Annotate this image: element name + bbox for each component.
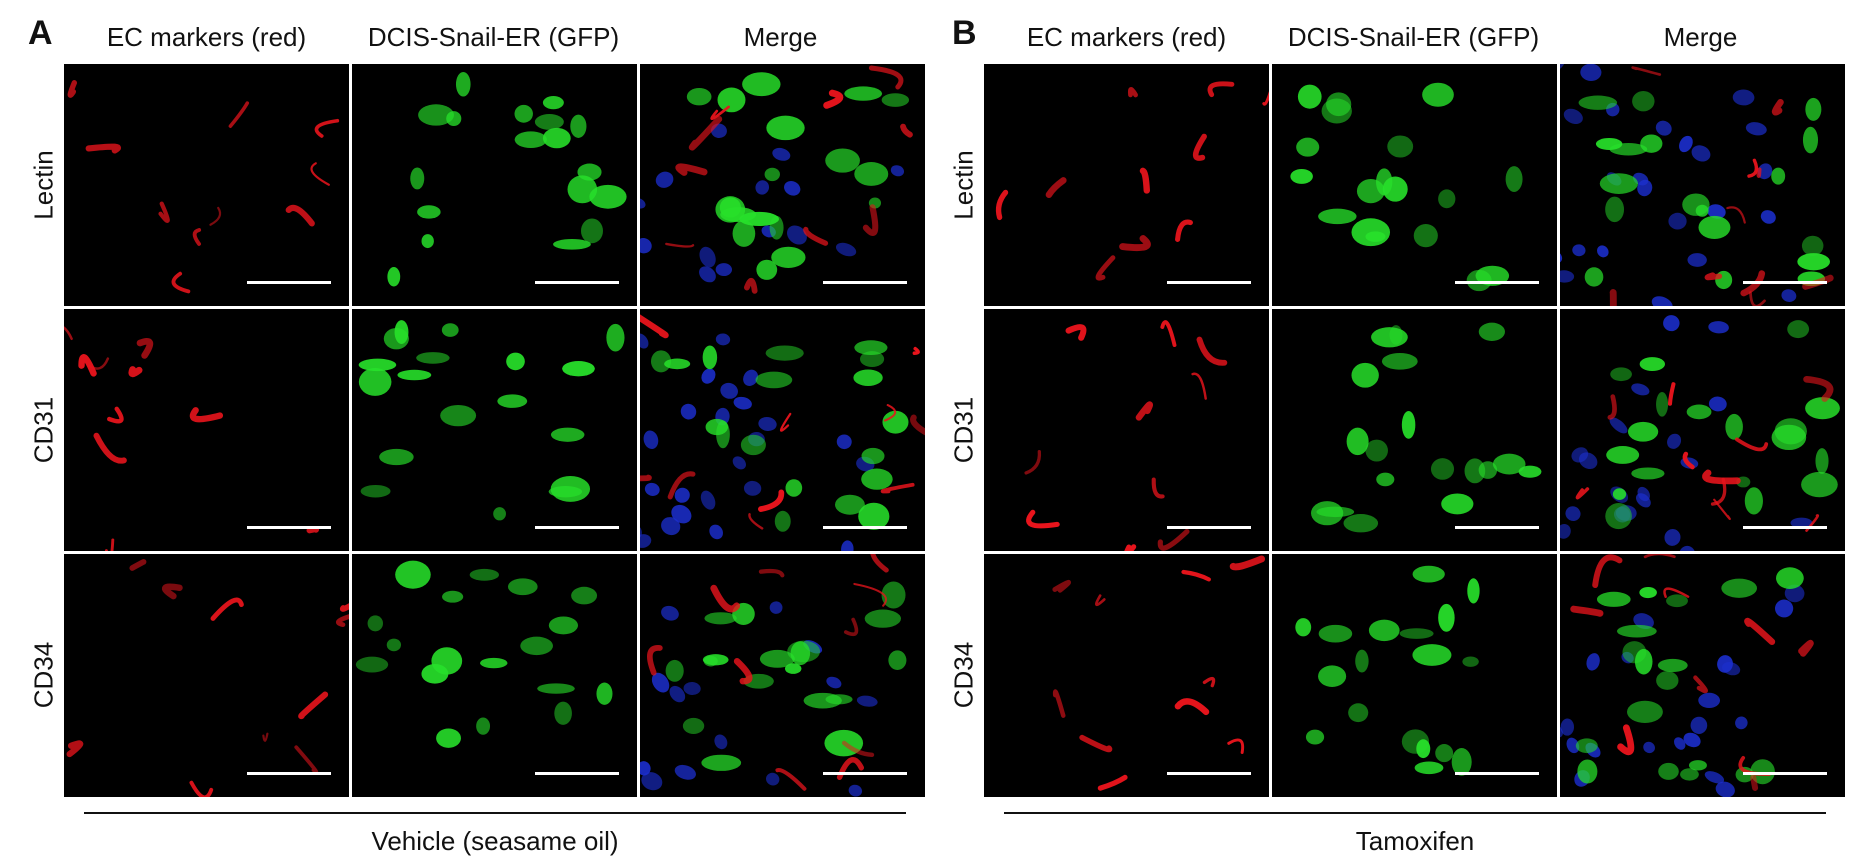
image-a-cd31-merge: [640, 309, 925, 551]
scale-bar: [1167, 281, 1251, 284]
micrograph: [984, 309, 1269, 551]
image-a-cd31-red: [64, 309, 349, 551]
row-label-cd34: CD34: [948, 641, 979, 709]
panel-letter-a: A: [28, 14, 53, 52]
micrograph: [352, 309, 637, 551]
scale-bar: [535, 772, 619, 775]
column-header-ec-markers: EC markers (red): [106, 22, 307, 52]
row-label-lectin: Lectin: [948, 150, 979, 220]
group-rule-b: [1004, 812, 1826, 814]
scale-bar: [247, 772, 331, 775]
image-b-lectin-merge: [1560, 64, 1845, 306]
column-header-gfp: DCIS-Snail-ER (GFP): [1287, 22, 1540, 52]
scale-bar: [1743, 526, 1827, 529]
image-a-lectin-red: [64, 64, 349, 306]
condition-label-a: Vehicle (seasame oil): [371, 826, 619, 856]
micrograph: [1560, 309, 1845, 551]
image-a-cd34-red: [64, 554, 349, 797]
image-a-cd31-gfp: [352, 309, 637, 551]
column-header-gfp: DCIS-Snail-ER (GFP): [367, 22, 620, 52]
image-a-cd34-gfp: [352, 554, 637, 797]
panel-letter-b: B: [952, 14, 977, 52]
image-a-lectin-merge: [640, 64, 925, 306]
column-header-merge: Merge: [743, 22, 818, 52]
image-a-cd34-merge: [640, 554, 925, 797]
image-b-cd34-gfp: [1272, 554, 1557, 797]
micrograph: [352, 64, 637, 306]
row-label-cd34: CD34: [28, 641, 59, 709]
micrograph: [640, 64, 925, 306]
row-label-cd31: CD31: [948, 396, 979, 464]
scale-bar: [247, 526, 331, 529]
scale-bar: [1455, 281, 1539, 284]
column-header-merge: Merge: [1663, 22, 1738, 52]
micrograph: [1560, 64, 1845, 306]
micrograph: [1272, 64, 1557, 306]
scale-bar: [1167, 772, 1251, 775]
scale-bar: [247, 281, 331, 284]
scale-bar: [823, 281, 907, 284]
image-grid-a: [64, 64, 925, 797]
column-header-ec-markers: EC markers (red): [1026, 22, 1227, 52]
micrograph: [64, 64, 349, 306]
image-b-cd31-red: [984, 309, 1269, 551]
scale-bar: [1455, 526, 1539, 529]
image-b-cd34-red: [984, 554, 1269, 797]
scale-bar: [1167, 526, 1251, 529]
image-b-cd31-merge: [1560, 309, 1845, 551]
row-label-cd31: CD31: [28, 396, 59, 464]
image-b-lectin-red: [984, 64, 1269, 306]
condition-label-b: Tamoxifen: [1355, 826, 1475, 856]
row-label-lectin: Lectin: [28, 150, 59, 220]
scale-bar: [1743, 772, 1827, 775]
micrograph: [1272, 309, 1557, 551]
image-b-cd31-gfp: [1272, 309, 1557, 551]
image-a-lectin-gfp: [352, 64, 637, 306]
scale-bar: [535, 526, 619, 529]
image-b-lectin-gfp: [1272, 64, 1557, 306]
scale-bar: [535, 281, 619, 284]
group-rule-a: [84, 812, 906, 814]
scale-bar: [823, 772, 907, 775]
micrograph: [64, 309, 349, 551]
image-grid-b: [984, 64, 1845, 797]
scale-bar: [1455, 772, 1539, 775]
micrograph: [984, 64, 1269, 306]
micrograph: [640, 554, 925, 797]
micrograph: [984, 554, 1269, 797]
scale-bar: [1743, 281, 1827, 284]
micrograph: [64, 554, 349, 797]
image-b-cd34-merge: [1560, 554, 1845, 797]
scale-bar: [823, 526, 907, 529]
micrograph: [1272, 554, 1557, 797]
micrograph: [640, 309, 925, 551]
micrograph: [352, 554, 637, 797]
micrograph: [1560, 554, 1845, 797]
